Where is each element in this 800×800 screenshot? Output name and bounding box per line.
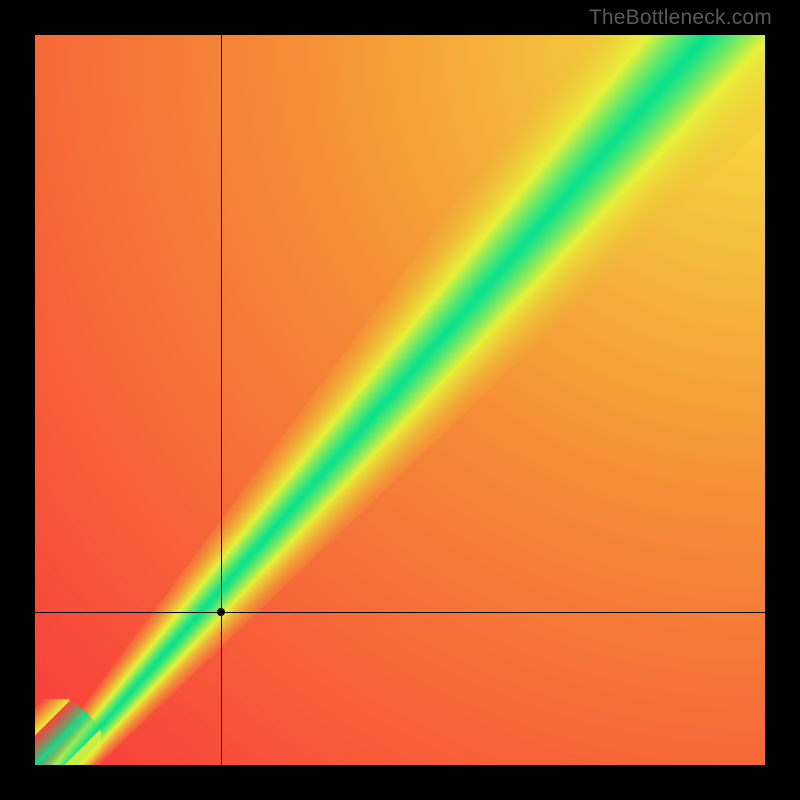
- watermark-text: TheBottleneck.com: [589, 6, 772, 30]
- heatmap-plot: [35, 35, 765, 765]
- crosshair-dot: [217, 608, 225, 616]
- crosshair-vertical: [221, 35, 222, 765]
- crosshair-horizontal: [35, 612, 765, 613]
- heatmap-canvas: [35, 35, 765, 765]
